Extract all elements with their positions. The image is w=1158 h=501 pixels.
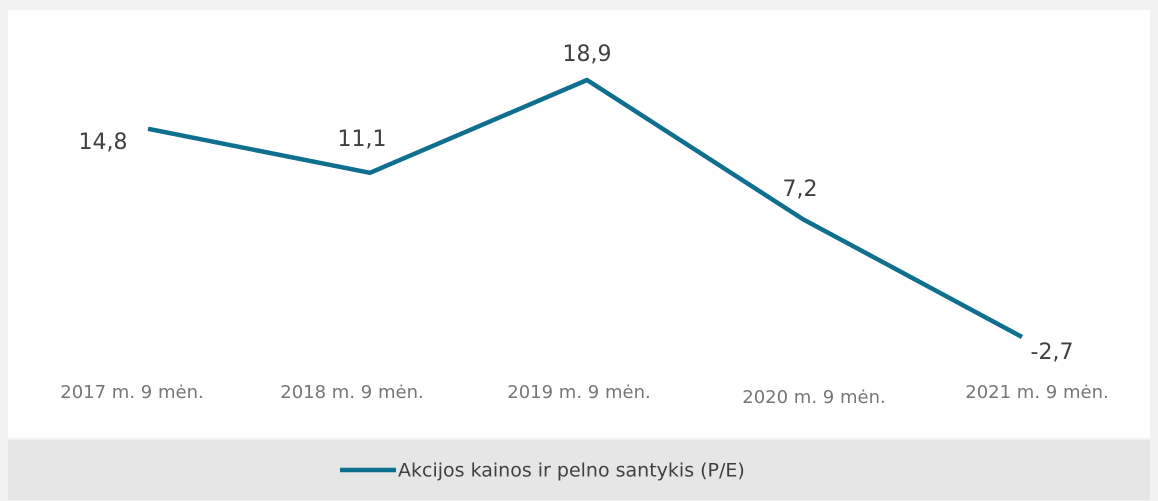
data-label: 14,8: [79, 130, 128, 155]
plot-area: [8, 10, 1150, 438]
data-label: 7,2: [783, 177, 818, 202]
x-tick-label: 2018 m. 9 mėn.: [280, 382, 423, 403]
x-tick-label: 2021 m. 9 mėn.: [965, 382, 1108, 403]
legend-label: Akcijos kainos ir pelno santykis (P/E): [398, 460, 745, 482]
x-tick-label: 2017 m. 9 mėn.: [60, 382, 203, 403]
data-label: -2,7: [1031, 340, 1074, 365]
data-label: 18,9: [563, 42, 612, 67]
x-tick-label: 2020 m. 9 mėn.: [742, 387, 885, 408]
data-label: 11,1: [338, 127, 387, 152]
legend-band: [8, 440, 1150, 500]
x-tick-label: 2019 m. 9 mėn.: [507, 382, 650, 403]
series-line: [147, 77, 1024, 339]
